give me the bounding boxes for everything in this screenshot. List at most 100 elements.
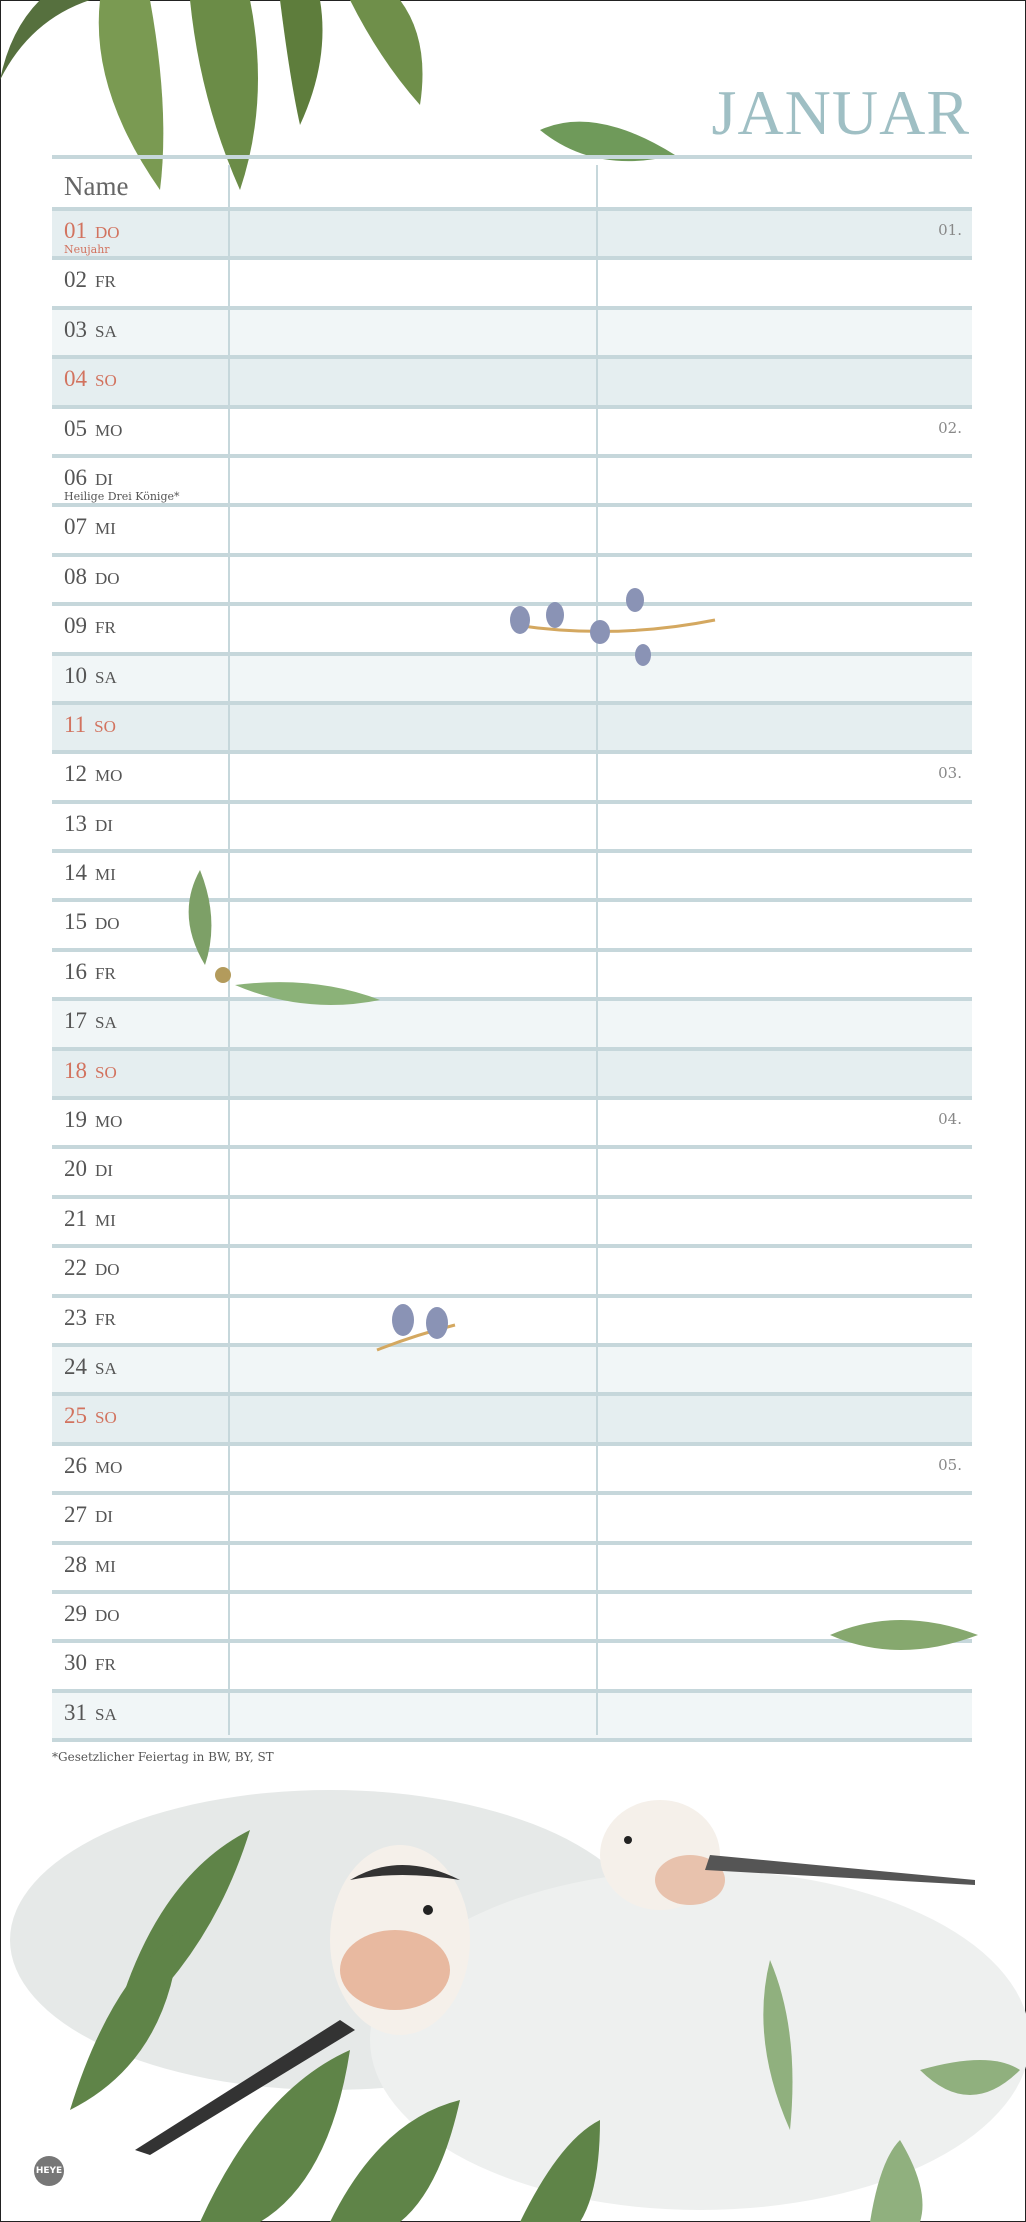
berry-branch-illustration — [510, 588, 716, 666]
weekday: MI — [95, 519, 116, 539]
day-label: 20 DI — [64, 1156, 113, 1182]
day-number: 02 — [64, 267, 87, 293]
weekday: MO — [95, 1457, 123, 1477]
day-row[interactable]: 25 SO — [52, 1392, 972, 1442]
day-label: 06 DI — [64, 465, 113, 491]
weekday: MO — [95, 1112, 123, 1132]
heye-logo: HEYE — [34, 2156, 64, 2186]
leaf-sprig-illustration — [188, 870, 380, 1005]
day-label: 21 MI — [64, 1206, 116, 1232]
day-number: 18 — [64, 1057, 87, 1083]
day-row[interactable]: 12 MO 03. — [52, 750, 972, 800]
weekday: SA — [95, 1704, 117, 1724]
weekday: FR — [95, 1655, 116, 1675]
berry-sprig-illustration — [376, 1304, 456, 1352]
column-divider — [228, 165, 230, 1735]
weekday: SA — [95, 1013, 117, 1033]
day-number: 31 — [64, 1699, 87, 1725]
bird-left — [135, 1845, 470, 2155]
day-number: 11 — [64, 711, 87, 737]
day-label: 13 DI — [64, 811, 113, 837]
day-row[interactable]: 18 SO — [52, 1046, 972, 1097]
weekday: DI — [95, 815, 113, 835]
day-row[interactable]: 08 DO — [52, 552, 972, 603]
day-row[interactable]: 28 MI — [52, 1540, 972, 1590]
day-label: 31 SA — [64, 1700, 117, 1726]
weekday: MI — [95, 1556, 116, 1576]
weekday: MI — [95, 1210, 116, 1230]
day-label: 14 MI — [64, 860, 116, 886]
weekday: SO — [95, 1062, 117, 1082]
day-label: 12 MO — [64, 761, 122, 787]
weekday: SO — [94, 716, 116, 736]
day-row[interactable]: 23 FR — [52, 1293, 972, 1343]
day-row[interactable]: 01 DO Neujahr 01. — [52, 207, 972, 257]
day-number: 26 — [64, 1452, 87, 1478]
day-number: 14 — [64, 860, 87, 886]
weekday: MI — [95, 865, 116, 885]
day-row[interactable]: 13 DI — [52, 799, 972, 850]
day-number: 09 — [64, 613, 87, 639]
day-row[interactable]: 11 SO — [52, 700, 972, 751]
day-row[interactable]: 06 DI Heilige Drei Könige* — [52, 453, 972, 504]
day-row[interactable]: 22 DO — [52, 1244, 972, 1294]
day-label: 17 SA — [64, 1008, 117, 1034]
day-number: 23 — [64, 1304, 87, 1330]
day-label: 11 SO — [64, 712, 116, 738]
day-row[interactable]: 17 SA — [52, 997, 972, 1047]
day-row[interactable]: 31 SA — [52, 1688, 972, 1743]
column-divider — [596, 165, 598, 1735]
weekday: DI — [95, 469, 113, 489]
day-number: 20 — [64, 1156, 87, 1182]
footnote: *Gesetzlicher Feiertag in BW, BY, ST — [52, 1750, 274, 1764]
day-label: 05 MO — [64, 416, 122, 442]
weekday: DI — [95, 1507, 113, 1527]
day-label: 25 SO — [64, 1403, 117, 1429]
day-row[interactable]: 30 FR — [52, 1639, 972, 1689]
day-label: 23 FR — [64, 1305, 116, 1331]
weekday: DO — [95, 1605, 120, 1625]
weekday: DO — [95, 914, 120, 934]
day-number: 08 — [64, 563, 87, 589]
weekday: FR — [95, 272, 116, 292]
day-number: 10 — [64, 662, 87, 688]
day-row[interactable]: 05 MO 02. — [52, 404, 972, 454]
day-row[interactable]: 02 FR — [52, 256, 972, 306]
day-row[interactable]: 19 MO 04. — [52, 1096, 972, 1146]
weekday: DI — [95, 1161, 113, 1181]
day-row[interactable]: 26 MO 05. — [52, 1441, 972, 1492]
weekday: SO — [95, 1408, 117, 1428]
day-row[interactable]: 21 MI — [52, 1194, 972, 1245]
day-number: 29 — [64, 1600, 87, 1626]
day-label: 28 MI — [64, 1552, 116, 1578]
day-label: 16 FR — [64, 959, 116, 985]
weekday: FR — [95, 963, 116, 983]
day-row[interactable]: 27 DI — [52, 1491, 972, 1541]
day-row[interactable]: 04 SO — [52, 355, 972, 405]
day-row[interactable]: 10 SA — [52, 651, 972, 701]
weekday: MO — [95, 420, 123, 440]
header-row: Name — [52, 155, 972, 207]
leaf-illustration — [540, 121, 675, 162]
day-label: 08 DO — [64, 564, 120, 590]
day-number: 16 — [64, 958, 87, 984]
day-row[interactable]: 24 SA — [52, 1342, 972, 1393]
calendar-table: Name 01 DO Neujahr 01. 02 FR 03 SA 04 SO 05 MO 02. 06… — [52, 155, 972, 1743]
day-row[interactable]: 07 MI — [52, 503, 972, 553]
day-row[interactable]: 20 DI — [52, 1145, 972, 1195]
weekday: DO — [95, 223, 120, 242]
leaves-top-illustration — [0, 0, 423, 190]
day-number: 21 — [64, 1205, 87, 1231]
holiday-note: Neujahr — [64, 243, 110, 256]
day-row[interactable]: 03 SA — [52, 305, 972, 356]
day-number: 06 — [64, 464, 87, 490]
day-label: 07 MI — [64, 514, 116, 540]
day-number: 01 — [64, 218, 87, 243]
weekday: SA — [95, 1358, 117, 1378]
week-number: 01. — [938, 221, 962, 239]
day-number: 12 — [64, 761, 87, 787]
weekday: SO — [95, 371, 117, 391]
day-number: 05 — [64, 415, 87, 441]
day-row[interactable]: 29 DO — [52, 1589, 972, 1640]
weekday: MO — [95, 766, 123, 786]
